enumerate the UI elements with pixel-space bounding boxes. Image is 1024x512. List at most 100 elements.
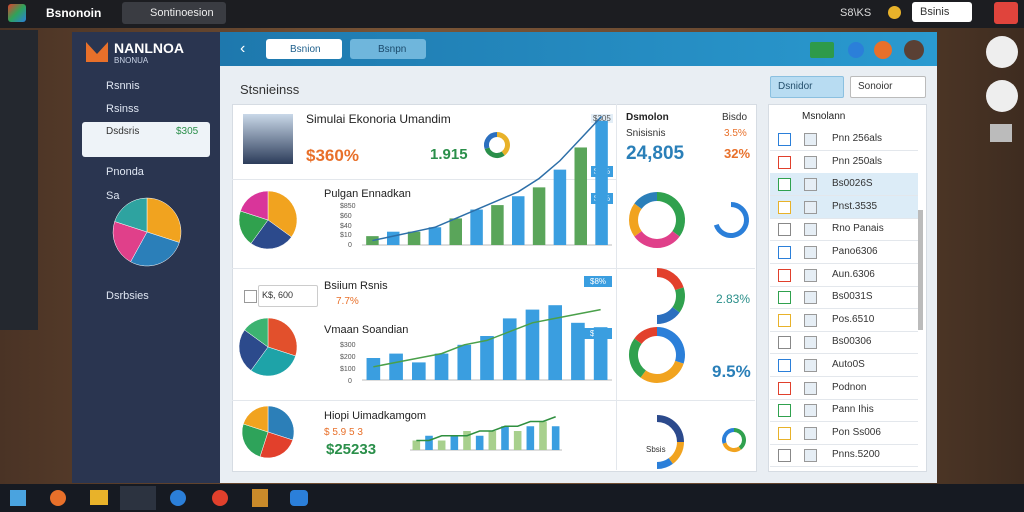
start-button[interactable] [10,490,26,506]
list-icon [778,404,791,418]
stats-label: Snisisnis [626,128,666,139]
pie-slice [146,197,182,243]
list-label: Bs00306 [832,336,872,348]
donut-segment [484,132,498,150]
list-icon [778,268,791,282]
nav-item[interactable]: Sa [106,190,120,202]
list-icon [778,449,791,463]
list-item[interactable]: Pnns.5200 [770,444,918,468]
tab[interactable] [122,2,226,24]
pie-slice [267,405,295,441]
list-icon [804,359,817,372]
badge: $8% [584,276,613,287]
list-label: Auto0S [832,359,865,370]
header-icon[interactable] [874,41,892,59]
taskbar-app[interactable] [120,486,156,510]
list-item[interactable]: Rno Panais [770,218,918,242]
app-icon[interactable] [8,4,26,22]
header-button-label: Bsnion [290,44,321,55]
list-title: Msnolann [802,111,846,122]
nav-item[interactable]: Pnonda [106,166,144,178]
list-item[interactable]: Pos.6510 [770,309,918,332]
back-button[interactable]: ‹ [240,40,246,57]
list-item[interactable]: Auto0S [770,354,918,377]
list-item[interactable]: Bs0031S [770,286,918,310]
taskbar-app[interactable] [212,490,228,506]
checkbox[interactable] [244,290,257,303]
list-label: Pnn 256als [832,133,883,144]
user-box[interactable] [912,2,972,22]
list-icon [778,313,791,327]
taskbar-app[interactable] [170,490,186,506]
header-icon[interactable] [848,42,864,58]
list-label: Rno Panais [832,223,884,235]
float-button[interactable] [986,36,1018,68]
header-button[interactable] [350,39,426,59]
filter[interactable] [770,76,844,98]
list-item[interactable]: Pon Ss006 [770,422,918,445]
donut-segment [722,428,735,444]
stats-pct: 32% [724,146,751,161]
stats-big: 24,805 [626,143,685,164]
list-label: Pnns.5200 [832,449,880,461]
list-item[interactable]: Pnst.3535 [770,195,918,219]
list-label: Bs0026S [832,178,873,190]
list-item[interactable]: Pnn 256als [770,128,918,151]
float-button[interactable] [990,124,1012,142]
icon-strip [0,30,38,330]
header-icon[interactable] [810,42,834,58]
list-item[interactable]: Aun.6306 [770,264,918,287]
close-button[interactable] [994,2,1018,24]
bar [553,169,567,245]
nav-selected[interactable] [82,122,210,157]
donut-segment [672,287,685,313]
taskbar-app[interactable] [90,490,108,505]
divider [232,179,616,180]
donut-segment [656,415,684,443]
coin-icon [888,6,901,19]
nav-item[interactable]: Rsinss [106,103,140,115]
list-icon [778,291,791,305]
donut-segment [668,441,684,464]
list-item[interactable]: Pnn 250als [770,151,918,174]
taskbar-app[interactable] [290,490,308,506]
list-item[interactable]: Bs00306 [770,331,918,355]
bar [551,426,560,450]
nav-item[interactable]: Dsrbsies [106,290,149,302]
bar [501,426,509,450]
stat: $360% [306,146,359,165]
stats-head: Dsmolon [626,112,669,123]
list-item[interactable]: Podnon [770,377,918,400]
dropdown[interactable] [258,285,318,307]
bar [366,358,381,380]
float-button[interactable] [986,80,1018,112]
pie-slice [250,346,296,377]
filter[interactable] [850,76,926,98]
bar [548,305,562,380]
list-label: Podnon [832,381,867,393]
trend-line [372,115,603,242]
list-item[interactable]: Bs0026S [770,173,918,197]
donut-segment [656,306,680,324]
list-icon [804,291,817,305]
pie-slice [238,329,269,371]
avatar[interactable] [904,40,924,60]
bar [488,431,497,450]
header-button[interactable] [266,39,342,59]
app-name[interactable]: Bsnonoin [46,6,102,20]
row-title: Vmaan Soandian [324,324,409,336]
list-item[interactable]: Pann Ihis [770,399,918,423]
scrollbar[interactable] [918,210,923,330]
donut-segment [634,230,680,248]
nav-item[interactable]: Dsdsris [106,126,140,137]
list-item[interactable]: Pano6306 [770,241,918,264]
nav-item[interactable]: Rsnnis [106,80,140,92]
list-label: Pnn 250als [832,155,883,167]
dropdown-label: K$, 600 [262,290,294,300]
donut-segment [722,442,742,452]
taskbar-app[interactable] [50,490,66,506]
taskbar-app[interactable] [252,489,268,507]
list-label: Pnst.3535 [832,200,878,212]
donut-segment [634,327,658,345]
header-button-label: Bsnpn [378,44,407,55]
